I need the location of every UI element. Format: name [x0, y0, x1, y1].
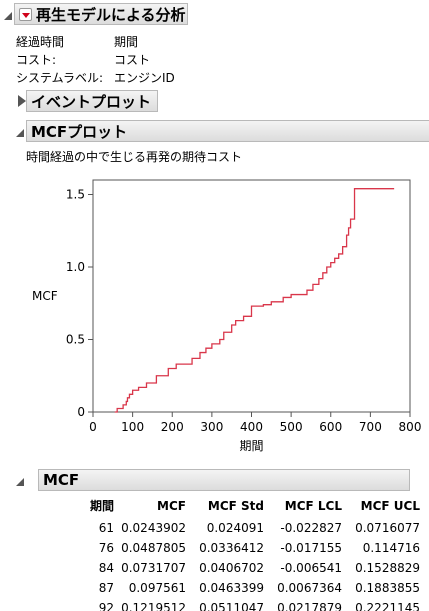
column-header: 期間: [89, 499, 114, 513]
table-cell: 0.0463399: [199, 581, 264, 595]
report-title: 再生モデルによる分析: [36, 5, 186, 24]
x-tick-label: 500: [280, 420, 303, 434]
y-tick-label: 0: [77, 405, 85, 419]
x-tick-label: 400: [240, 420, 263, 434]
table-cell: 0.2221145: [355, 601, 420, 611]
x-tick-label: 0: [89, 420, 97, 434]
expand-event-plot-icon[interactable]: [18, 95, 26, 107]
mcf-table: 期間 MCF MCF Std MCF LCL MCF UCL 61 0.0243…: [84, 495, 420, 611]
info-label: システムラベル:: [16, 71, 104, 85]
table-cell: 61: [98, 521, 114, 535]
y-tick-label: 1.0: [66, 260, 85, 274]
table-cell: 0.1219512: [121, 601, 186, 611]
y-tick-label: 1.5: [66, 188, 85, 202]
mcf-table-title: MCF: [43, 471, 80, 489]
mcf-table-header: MCF: [38, 469, 410, 491]
table-cell: 0.0511047: [199, 601, 264, 611]
report-header: 再生モデルによる分析: [14, 3, 188, 25]
table-cell: -0.022827: [280, 521, 342, 535]
x-tick-label: 600: [319, 420, 342, 434]
info-value: エンジンID: [114, 71, 175, 85]
collapse-report-icon[interactable]: [4, 12, 12, 20]
table-cell: 0.024091: [206, 521, 264, 535]
column-header: MCF UCL: [360, 498, 420, 513]
table-cell: 0.097561: [128, 581, 186, 595]
red-triangle-menu-icon[interactable]: [19, 7, 32, 21]
info-value: コスト: [114, 53, 151, 67]
table-cell: 87: [98, 581, 114, 595]
table-header-row: 期間 MCF MCF Std MCF LCL MCF UCL: [84, 495, 420, 518]
mcf-plot-header: MCFプロット: [26, 120, 429, 142]
table-cell: 0.0406702: [199, 561, 264, 575]
mcf-chart: 0 100 200 300 400 500 600 700 800 0 0.5 1.0 1.5 期間 MCF: [32, 179, 422, 453]
column-header: MCF: [157, 498, 186, 513]
info-value: 期間: [114, 35, 139, 49]
y-axis-label: MCF: [32, 289, 58, 303]
x-tick-label: 800: [399, 420, 422, 434]
table-cell: 76: [98, 541, 114, 555]
event-plot-header[interactable]: イベントプロット: [26, 90, 158, 112]
table-row: 76 0.0487805 0.0336412 -0.017155 0.11471…: [84, 538, 420, 558]
x-axis-label: 期間: [239, 439, 263, 453]
table-cell: -0.017155: [280, 541, 342, 555]
table-cell: 92: [98, 601, 114, 611]
table-cell: 0.0217879: [277, 601, 342, 611]
table-row: 61 0.0243902 0.024091 -0.022827 0.071607…: [84, 518, 420, 538]
table-cell: 0.1883855: [355, 581, 420, 595]
x-tick-label: 700: [359, 420, 382, 434]
info-label: コスト:: [16, 53, 57, 67]
table-cell: 0.0336412: [199, 541, 264, 555]
collapse-mcf-plot-icon[interactable]: [16, 129, 24, 137]
table-cell: 0.0487805: [121, 541, 186, 555]
mcf-plot-subtitle: 時間経過の中で生じる再発の期待コスト: [26, 150, 243, 164]
collapse-mcf-table-icon[interactable]: [16, 478, 24, 486]
plot-frame: [92, 179, 411, 413]
event-plot-title: イベントプロット: [31, 92, 152, 111]
column-header: MCF Std: [207, 498, 264, 513]
table-row: 87 0.097561 0.0463399 0.0067364 0.188385…: [84, 578, 420, 598]
x-tick-label: 200: [161, 420, 184, 434]
table-cell: 0.0731707: [121, 561, 186, 575]
y-tick-label: 0.5: [66, 333, 85, 347]
x-tick-label: 300: [200, 420, 223, 434]
table-row: 84 0.0731707 0.0406702 -0.006541 0.15288…: [84, 558, 420, 578]
table-cell: 0.0716077: [355, 521, 420, 535]
x-tick-label: 100: [121, 420, 144, 434]
table-cell: -0.006541: [280, 561, 342, 575]
column-header: MCF LCL: [284, 498, 342, 513]
info-label: 経過時間: [16, 35, 65, 49]
table-cell: 0.0243902: [121, 521, 186, 535]
mcf-step-line: [114, 188, 395, 413]
table-cell: 0.114716: [362, 541, 420, 555]
table-cell: 84: [98, 561, 114, 575]
table-cell: 0.0067364: [277, 581, 342, 595]
table-cell: 0.1528829: [355, 561, 420, 575]
mcf-plot-title: MCFプロット: [31, 122, 128, 141]
table-row: 92 0.1219512 0.0511047 0.0217879 0.22211…: [84, 598, 420, 611]
